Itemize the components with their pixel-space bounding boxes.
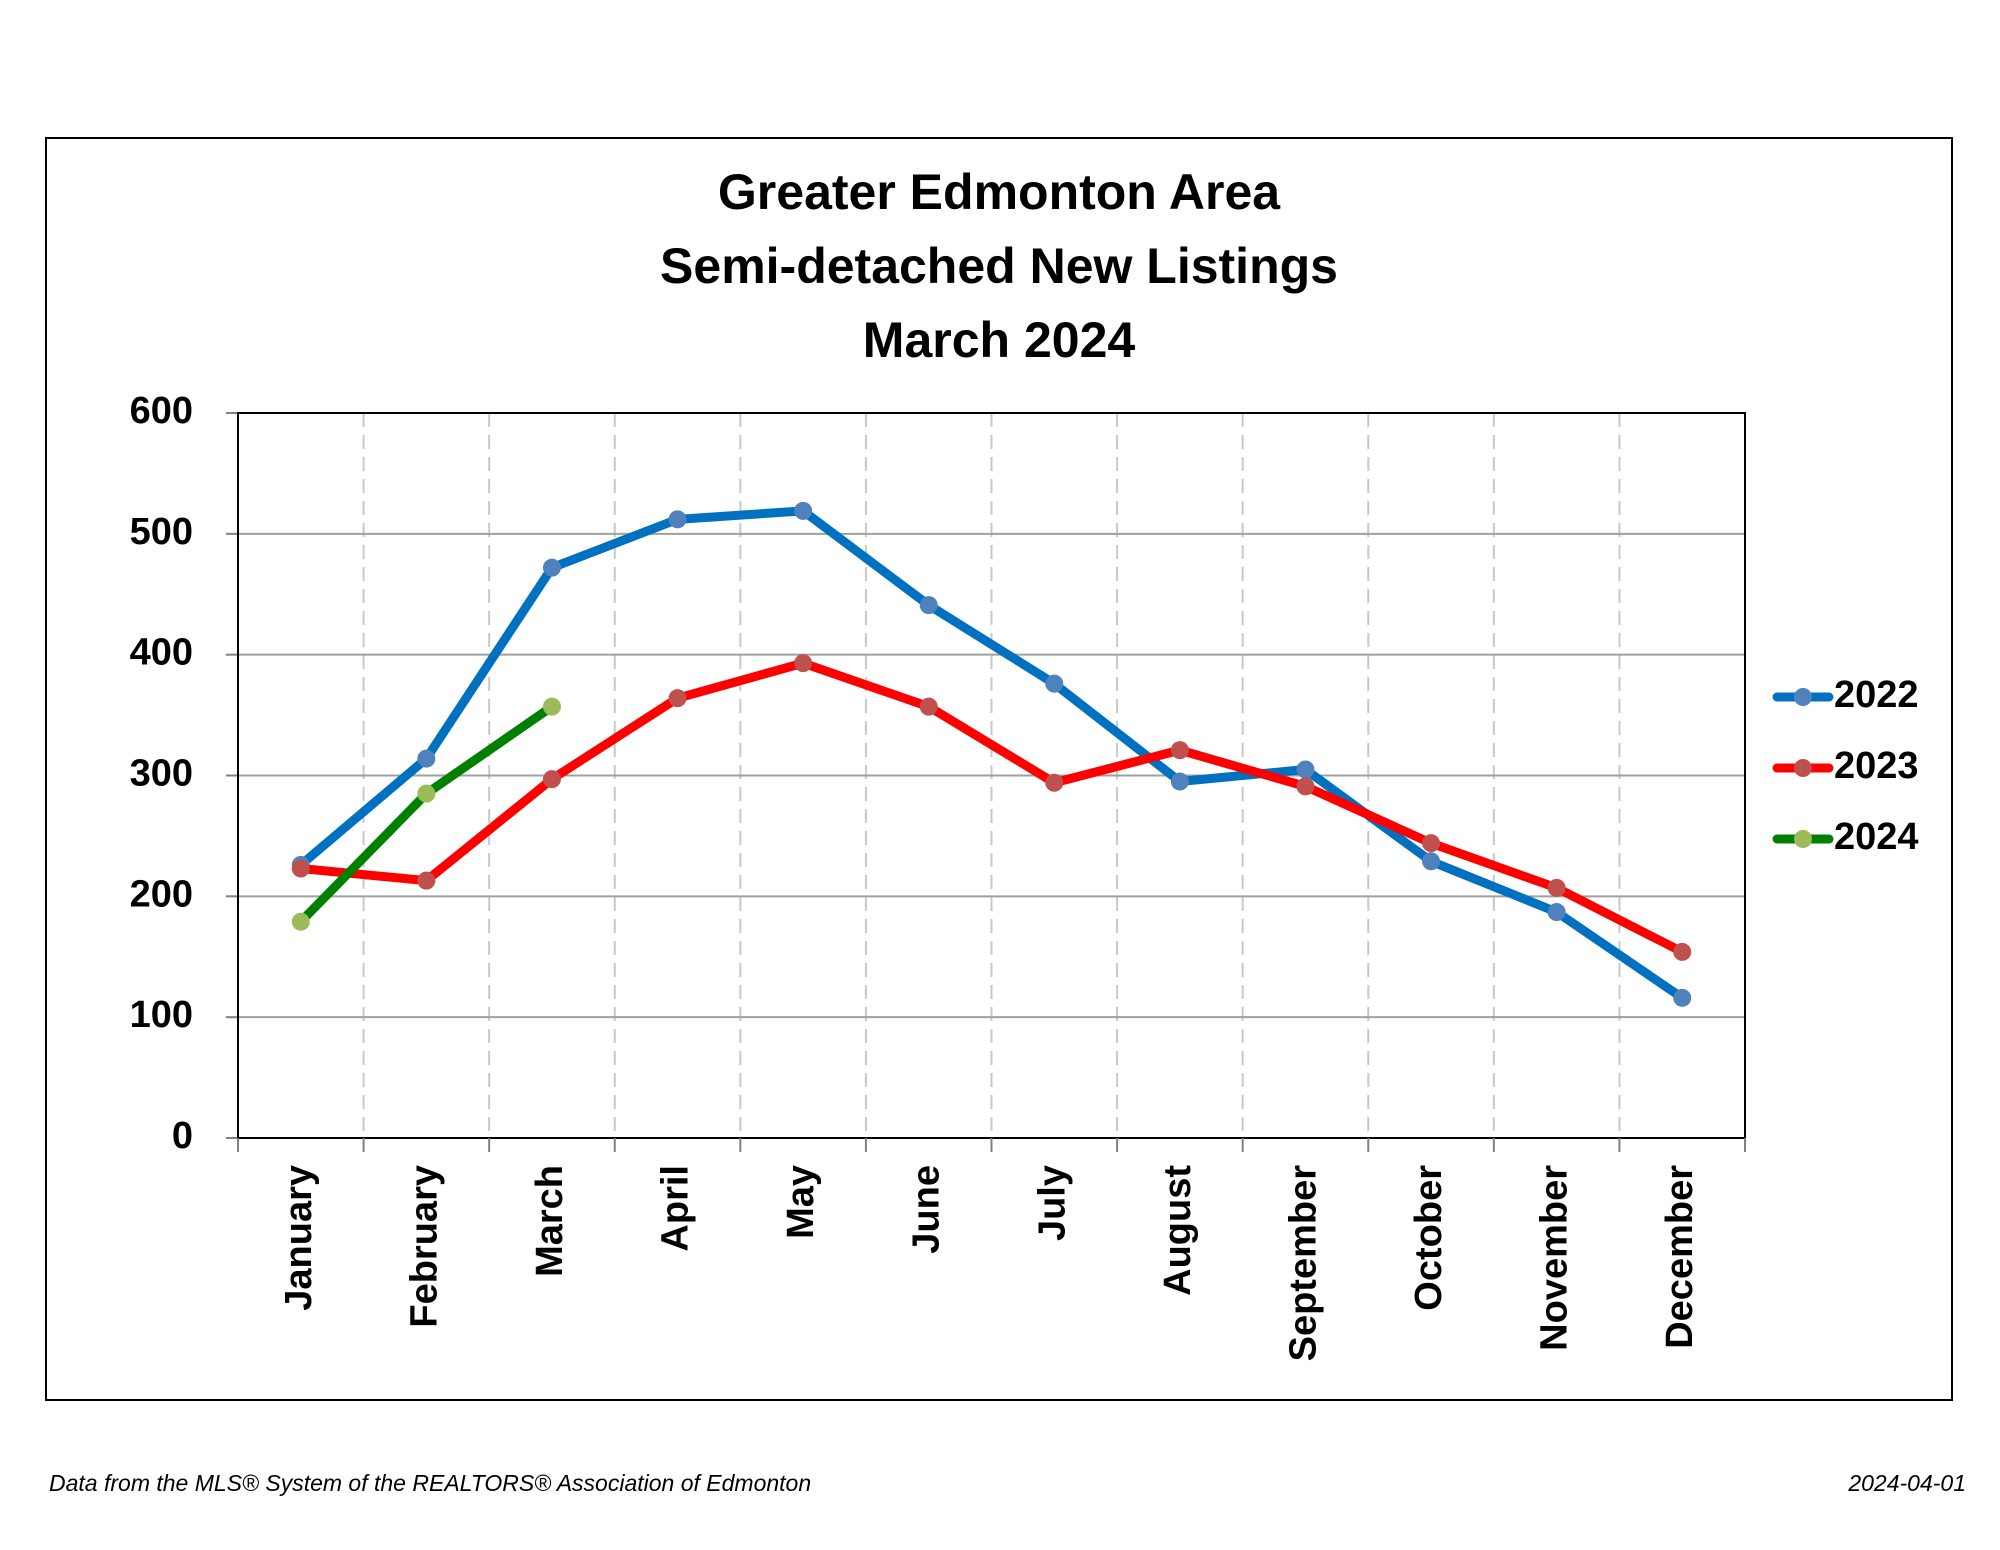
data-point: [291, 859, 310, 878]
y-tick-label: 200: [130, 873, 193, 915]
x-tick-label: May: [780, 1165, 822, 1239]
date-note: 2024-04-01: [1847, 1470, 1966, 1496]
legend-marker: [1794, 688, 1812, 706]
data-point: [919, 697, 938, 716]
legend-label: 2023: [1834, 745, 1919, 787]
y-tick-label: 500: [130, 511, 193, 553]
x-tick-label: July: [1031, 1165, 1073, 1241]
data-point: [668, 689, 687, 708]
data-point: [542, 558, 561, 577]
series-line: [297, 506, 1685, 1002]
data-point: [1673, 942, 1692, 961]
legend-marker: [1794, 759, 1812, 777]
x-tick-label: August: [1157, 1165, 1199, 1296]
legend-marker: [1794, 830, 1812, 848]
x-tick-label: December: [1659, 1165, 1701, 1349]
data-point: [1422, 834, 1441, 853]
data-point: [794, 654, 813, 673]
data-point: [1547, 878, 1566, 897]
data-point: [417, 871, 436, 890]
legend-label: 2022: [1834, 674, 1919, 716]
data-point: [794, 501, 813, 520]
data-point: [1045, 674, 1064, 693]
data-point: [291, 912, 310, 931]
source-note: Data from the MLS® System of the REALTOR…: [49, 1470, 811, 1496]
y-tick-label: 400: [130, 632, 193, 674]
y-tick-label: 100: [130, 994, 193, 1036]
data-point: [542, 697, 561, 716]
data-point: [1296, 760, 1315, 779]
x-tick-label: June: [906, 1165, 948, 1254]
chart-title: Greater Edmonton Area: [718, 164, 1281, 220]
x-tick-label: March: [529, 1165, 571, 1277]
chart-title: March 2024: [863, 312, 1136, 368]
y-tick-label: 300: [130, 753, 193, 795]
x-tick-label: October: [1408, 1165, 1450, 1311]
x-tick-label: November: [1534, 1165, 1576, 1351]
series-line: [300, 658, 1685, 956]
data-point: [1170, 741, 1189, 760]
data-point: [542, 770, 561, 789]
data-point: [1422, 852, 1441, 871]
legend-label: 2024: [1834, 816, 1919, 858]
x-tick-label: September: [1282, 1165, 1324, 1362]
data-point: [1170, 772, 1189, 791]
data-point: [1045, 773, 1064, 792]
y-tick-label: 0: [172, 1115, 193, 1157]
data-point: [919, 596, 938, 615]
x-tick-label: April: [655, 1165, 697, 1252]
x-tick-label: February: [403, 1165, 445, 1328]
data-point: [417, 784, 436, 803]
data-point: [417, 749, 436, 768]
data-point: [1547, 903, 1566, 922]
data-point: [1673, 988, 1692, 1007]
data-point: [668, 510, 687, 529]
data-point: [1296, 777, 1315, 796]
chart-title: Semi-detached New Listings: [660, 238, 1338, 294]
y-tick-label: 600: [130, 390, 193, 432]
x-tick-label: January: [278, 1165, 320, 1311]
